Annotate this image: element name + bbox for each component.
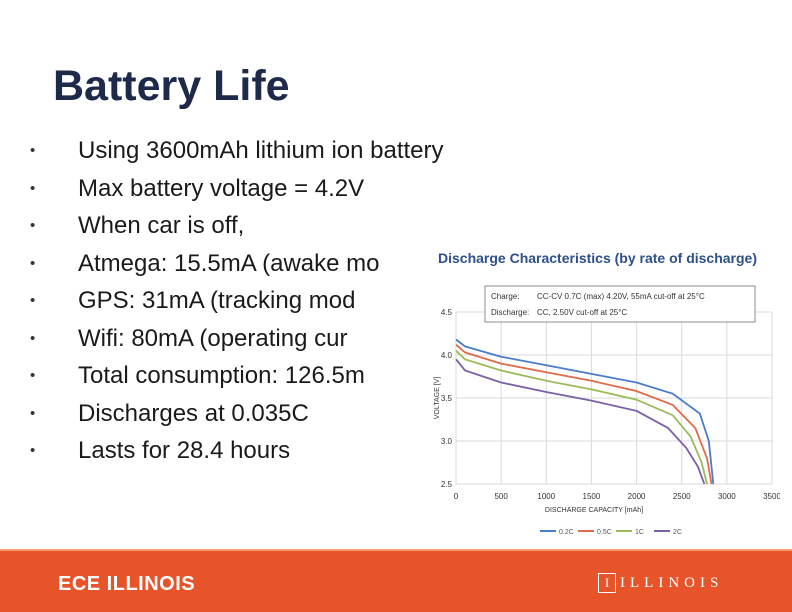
bullet-dot-icon: • [30, 329, 36, 347]
annotation-text: CC-CV 0.7C (max) 4.20V, 55mA cut-off at … [537, 292, 705, 301]
footer-divider [0, 549, 792, 552]
bullet-item: • GPS: 31mA (tracking mod [30, 282, 444, 320]
x-tick-label: 1000 [537, 492, 555, 501]
bullet-dot-icon: • [30, 292, 36, 309]
x-tick-label: 3500 [763, 492, 780, 501]
legend-label: 0.5C [597, 529, 612, 536]
bullet-dot-icon: • [30, 142, 36, 159]
bullet-text: Discharges at 0.035C [78, 399, 309, 427]
x-tick-label: 2500 [673, 492, 691, 501]
x-tick-label: 500 [494, 492, 508, 501]
y-axis-label: VOLTAGE [V] [434, 377, 441, 420]
bullet-text: When car is off, [78, 212, 245, 239]
illinois-logo: I ILLINOIS [598, 573, 723, 593]
annotation-text: CC, 2.50V cut-off at 25°C [537, 308, 627, 317]
bullet-list: • Using 3600mAh lithium ion battery • Max b… [30, 132, 444, 470]
discharge-chart: 0 500 1000 1500 2000 2500 3000 3500 2.5 3.0 3.5 4.0… [430, 246, 780, 546]
y-tick-label: 3.5 [441, 394, 453, 403]
x-tick-label: 1500 [583, 492, 601, 501]
series-line-1C [455, 350, 708, 485]
annotation-label: Charge: [491, 292, 519, 301]
x-axis-label: DISCHARGE CAPACITY [mAh] [545, 507, 643, 514]
y-tick-label: 2.5 [441, 480, 453, 489]
bullet-item: • Total consumption: 126.5m [30, 357, 444, 395]
y-tick-label: 4.0 [441, 351, 453, 360]
bullet-item: • When car is off, [30, 207, 444, 245]
chart-title: Discharge Characteristics (by rate of di… [438, 250, 758, 266]
bullet-text: Lasts for 28.4 hours [78, 437, 291, 464]
bullet-text: Using 3600mAh lithium ion battery [78, 137, 444, 164]
bullet-text: GPS: 31mA (tracking mod [78, 287, 356, 314]
discharge-chart-svg: 0 500 1000 1500 2000 2500 3000 3500 2.5 3.0 3.5 4.0… [434, 285, 780, 536]
bullet-dot-icon: • [30, 367, 36, 384]
y-tick-label: 4.5 [441, 308, 453, 317]
bullet-item: • Lasts for 28.4 hours [30, 432, 444, 470]
bullet-dot-icon: • [30, 179, 36, 197]
bullet-item: • Wifi: 80mA (operating cur [30, 320, 444, 358]
annotation-box [484, 285, 756, 323]
footer-bar: ECE ILLINOIS I ILLINOIS [0, 551, 792, 612]
x-tick-label: 2000 [628, 492, 646, 501]
y-tick-label: 3.0 [441, 437, 453, 446]
bullet-text: Wifi: 80mA (operating cur [78, 324, 348, 352]
bullet-dot-icon: • [30, 404, 36, 422]
bullet-text: Atmega: 15.5mA (awake mo [78, 249, 380, 277]
x-tick-label: 3000 [718, 492, 736, 501]
bullet-item: • Using 3600mAh lithium ion battery [30, 132, 444, 170]
bullet-item: • Max battery voltage = 4.2V [30, 170, 444, 208]
series-line-2C [455, 358, 706, 485]
slide-title: Battery Life [53, 62, 290, 110]
legend-label: 0.2C [559, 529, 574, 536]
bullet-item: • Discharges at 0.035C [30, 395, 444, 433]
legend-label: 1C [635, 529, 644, 536]
bullet-item: • Atmega: 15.5mA (awake mo [30, 245, 444, 283]
annotation-label: Discharge: [491, 308, 529, 317]
bullet-dot-icon: • [30, 254, 36, 272]
bullet-text: Total consumption: 126.5m [78, 362, 365, 389]
series-line-0.2C [455, 338, 715, 485]
bullet-dot-icon: • [30, 217, 36, 234]
series-line-0.5C [455, 344, 713, 485]
illinois-mark-icon: I [598, 573, 616, 593]
illinois-wordmark: ILLINOIS [620, 574, 724, 591]
x-tick-label: 0 [454, 492, 459, 501]
legend-label: 2C [673, 529, 682, 536]
bullet-dot-icon: • [30, 442, 36, 459]
ece-illinois-logo: ECE ILLINOIS [58, 573, 196, 595]
bullet-text: Max battery voltage = 4.2V [78, 174, 365, 202]
